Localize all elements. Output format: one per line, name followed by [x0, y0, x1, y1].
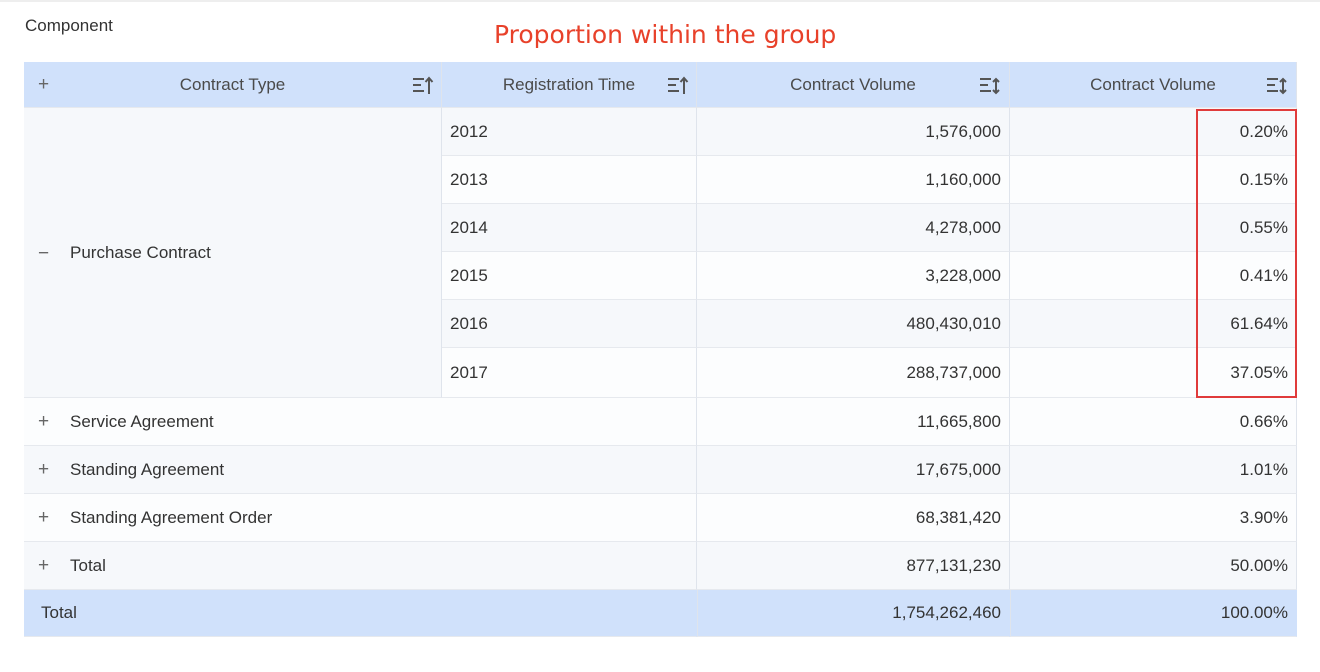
group-label: Standing Agreement: [70, 459, 225, 479]
table-cell-volume: 1,576,000: [697, 108, 1010, 156]
sort-asc-icon[interactable]: [412, 76, 434, 96]
header-registration-time[interactable]: Registration Time: [442, 62, 697, 108]
table-cell-pct: 0.41%: [1010, 252, 1297, 300]
header-label: Contract Volume: [790, 74, 916, 94]
table-cell-volume: 288,737,000: [697, 348, 1010, 398]
header-label: Contract Type: [179, 74, 286, 94]
group-service-agreement[interactable]: + Service Agreement: [24, 398, 697, 446]
table-cell-pct: 1.01%: [1010, 446, 1297, 494]
expand-all-icon[interactable]: +: [37, 74, 50, 95]
group-standing-agreement-order[interactable]: + Standing Agreement Order: [24, 494, 697, 542]
header-contract-type[interactable]: + Contract Type: [24, 62, 442, 108]
table-cell-pct: 61.64%: [1010, 300, 1297, 348]
table-cell-year: 2013: [442, 156, 697, 204]
plus-icon[interactable]: +: [37, 459, 50, 480]
group-label: Standing Agreement Order: [70, 507, 273, 527]
sort-icon[interactable]: [979, 76, 1001, 96]
table-cell-pct: 0.20%: [1010, 108, 1297, 156]
table-cell-pct: 0.15%: [1010, 156, 1297, 204]
group-total[interactable]: + Total: [24, 542, 697, 590]
table-cell-pct: 0.55%: [1010, 204, 1297, 252]
header-contract-volume[interactable]: Contract Volume: [697, 62, 1010, 108]
table-cell-volume: 877,131,230: [697, 542, 1010, 590]
plus-icon[interactable]: +: [37, 555, 50, 576]
group-standing-agreement[interactable]: + Standing Agreement: [24, 446, 697, 494]
table-cell-pct: 0.66%: [1010, 398, 1297, 446]
table-cell-year: 2012: [442, 108, 697, 156]
table-cell-volume: 17,675,000: [697, 446, 1010, 494]
table-cell-volume: 3,228,000: [697, 252, 1010, 300]
group-label: Total: [70, 555, 106, 575]
table-cell-volume: 480,430,010: [697, 300, 1010, 348]
group-label: Purchase Contract: [70, 242, 211, 262]
grand-total-label: Total: [24, 590, 697, 637]
table-cell-year: 2014: [442, 204, 697, 252]
table-cell-volume: 68,381,420: [697, 494, 1010, 542]
table-cell-pct: 3.90%: [1010, 494, 1297, 542]
sort-icon[interactable]: [1266, 76, 1288, 96]
minus-icon[interactable]: −: [37, 243, 50, 264]
table-cell-year: 2015: [442, 252, 697, 300]
table-cell-year: 2017: [442, 348, 697, 398]
header-label: Contract Volume: [1090, 74, 1216, 94]
plus-icon[interactable]: +: [37, 411, 50, 432]
grand-total-volume: 1,754,262,460: [697, 590, 1010, 637]
sort-asc-icon[interactable]: [667, 76, 689, 96]
table-cell-year: 2016: [442, 300, 697, 348]
table-cell-pct: 50.00%: [1010, 542, 1297, 590]
header-contract-volume-pct[interactable]: Contract Volume: [1010, 62, 1297, 108]
annotation-text: Proportion within the group: [494, 20, 837, 49]
table-cell-volume: 11,665,800: [697, 398, 1010, 446]
group-purchase-contract[interactable]: − Purchase Contract: [24, 108, 442, 398]
group-label: Service Agreement: [70, 411, 214, 431]
table-cell-volume: 1,160,000: [697, 156, 1010, 204]
header-label: Registration Time: [502, 74, 636, 94]
grand-total-pct: 100.00%: [1010, 590, 1297, 637]
pivot-table: + Contract Type Registration Time Contra…: [24, 62, 1297, 637]
table-cell-pct: 37.05%: [1010, 348, 1297, 398]
table-cell-volume: 4,278,000: [697, 204, 1010, 252]
component-label: Component: [25, 16, 113, 35]
plus-icon[interactable]: +: [37, 507, 50, 528]
